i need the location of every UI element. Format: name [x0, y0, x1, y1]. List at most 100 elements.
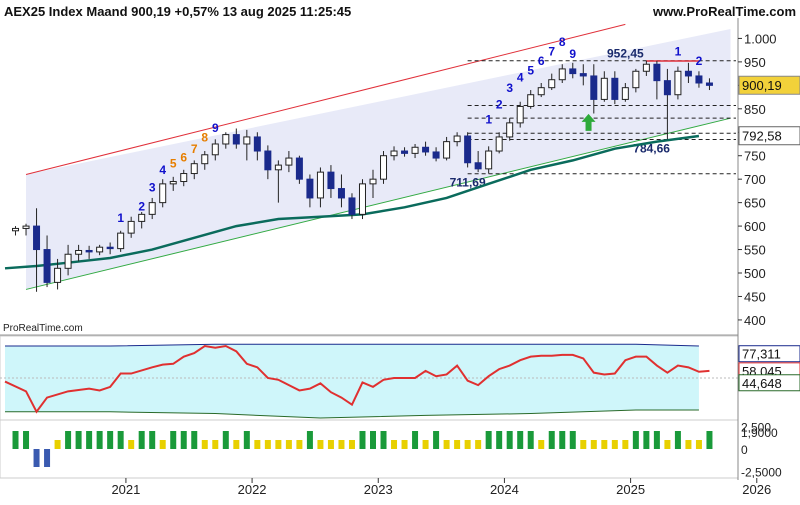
candle-body — [527, 94, 535, 107]
histogram-bar — [517, 431, 524, 449]
candle-body — [558, 68, 566, 81]
oscillator-badge-label: 44,648 — [742, 376, 782, 391]
candle-body — [180, 173, 188, 183]
histogram-bar — [370, 431, 376, 449]
candle-body — [632, 70, 640, 89]
histogram-bar — [590, 440, 597, 449]
buy-arrow — [581, 113, 596, 131]
candle-body — [306, 178, 314, 199]
x-tick-label: 2026 — [742, 482, 771, 497]
chart-title: AEX25 Index Maand 900,19 +0,57% 13 aug 2… — [4, 4, 351, 19]
histogram-bar — [412, 431, 419, 449]
histogram-bar — [128, 440, 135, 449]
candle-body — [464, 135, 472, 164]
level-label: 711,69 — [450, 176, 486, 190]
red-trendline — [25, 23, 626, 175]
candle-body — [64, 253, 72, 269]
histogram-bar — [496, 431, 503, 449]
candle-body — [695, 75, 703, 84]
histogram-bar — [475, 440, 482, 449]
candle-body — [316, 171, 324, 199]
histogram-bar — [401, 440, 408, 449]
histogram-bar — [96, 431, 103, 449]
candle-body — [138, 213, 146, 222]
candle-body — [537, 87, 545, 96]
candle-body — [485, 150, 493, 170]
histogram-bar — [327, 440, 334, 449]
y-tick-label: 400 — [744, 313, 766, 328]
candle-body — [337, 188, 345, 199]
candle-body — [327, 171, 335, 190]
histogram-bar — [23, 431, 30, 449]
histogram-bar — [611, 440, 618, 449]
candle-body — [684, 70, 692, 77]
histogram-bar — [86, 431, 93, 449]
candle-body — [243, 136, 251, 145]
td-count-label: 4 — [159, 163, 166, 177]
td-count-label: 7 — [548, 45, 555, 59]
candle-body — [264, 150, 272, 171]
brand-label: www.ProRealTime.com — [652, 4, 796, 19]
td-count-label: 2 — [696, 54, 703, 68]
td-count-label: 5 — [527, 63, 534, 77]
candle-body — [274, 164, 282, 171]
histogram-bar — [159, 440, 166, 449]
histogram-bar — [685, 440, 692, 449]
candle-body — [127, 220, 135, 234]
x-tick-label: 2024 — [490, 482, 519, 497]
histogram-bar — [170, 431, 177, 449]
histogram-bar — [622, 440, 629, 449]
histogram-bar — [296, 440, 303, 449]
histogram-bar — [632, 431, 639, 449]
histogram-bar — [380, 431, 387, 449]
td-count-label: 2 — [496, 98, 503, 112]
histogram-bar — [33, 449, 40, 467]
histogram-tick-label: 2,500 — [741, 421, 771, 435]
price-badge — [738, 75, 800, 95]
histogram-bar — [317, 440, 324, 449]
histogram-bar — [664, 440, 671, 449]
histogram-bar — [338, 440, 345, 449]
oscillator-line — [4, 344, 710, 414]
histogram-bar — [548, 431, 555, 449]
x-tick-label: 2021 — [111, 482, 140, 497]
histogram-bar — [454, 440, 461, 449]
y-tick-label: 950 — [744, 55, 766, 70]
candle-body — [611, 77, 619, 100]
candle-body — [117, 232, 125, 250]
candle-body — [285, 157, 293, 166]
histogram-bar — [65, 431, 72, 449]
histogram-bar — [485, 431, 492, 449]
histogram-bar — [580, 440, 587, 449]
histogram-bar — [433, 431, 440, 449]
candle-body — [422, 146, 430, 153]
x-tick-label: 2025 — [616, 482, 645, 497]
candle-body — [516, 105, 524, 124]
x-tick-label: 2022 — [238, 482, 267, 497]
candle-body — [348, 197, 356, 215]
candle-body — [253, 136, 261, 152]
candle-body — [390, 150, 398, 157]
histogram-bar — [243, 431, 250, 449]
td-count-label: 8 — [559, 35, 566, 49]
oscillator-band — [5, 344, 699, 418]
price-badge-label: 792,58 — [742, 129, 782, 144]
y-tick-label: 850 — [744, 102, 766, 117]
candle-body — [495, 136, 503, 152]
candle-body — [295, 157, 303, 180]
candle-body — [621, 87, 629, 100]
candle-body — [222, 134, 230, 145]
y-tick-label: 500 — [744, 266, 766, 281]
histogram-bar — [191, 431, 198, 449]
histogram-bar — [443, 440, 450, 449]
candle-body — [548, 79, 556, 89]
histogram-bar — [117, 431, 124, 449]
candle-body — [201, 154, 209, 165]
histogram-tick-label: -2,5000 — [741, 466, 782, 480]
histogram-bar — [107, 431, 114, 449]
level-label: 952,45 — [607, 47, 644, 61]
histogram-bar — [506, 431, 513, 449]
histogram-bar — [285, 440, 292, 449]
